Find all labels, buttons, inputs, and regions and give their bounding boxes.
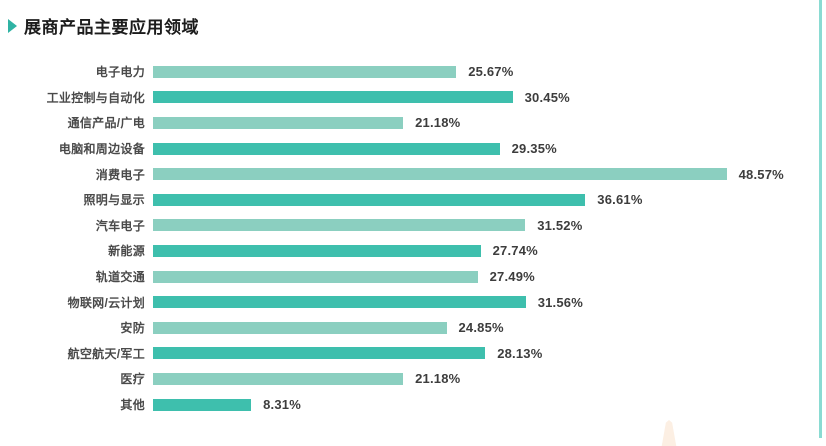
value-label: 31.56% [537, 294, 583, 310]
bar [153, 168, 727, 181]
value-label: 27.49% [489, 269, 535, 285]
value-label: 8.31% [263, 397, 301, 413]
value-label: 25.67% [468, 64, 514, 80]
category-label: 物联网/云计划 [67, 295, 145, 310]
tower-watermark-icon [661, 420, 677, 446]
section-title: 展商产品主要应用领域 [24, 18, 199, 37]
bar [153, 193, 586, 206]
bar [153, 372, 404, 385]
bar [153, 244, 481, 257]
chart-row: 安防 24.85% [0, 315, 800, 341]
category-label: 安防 [120, 321, 145, 336]
category-label: 医疗 [120, 372, 145, 387]
category-label: 消费电子 [95, 167, 145, 182]
bar-track: 28.13% [153, 346, 800, 361]
bar-track: 24.85% [153, 320, 800, 335]
value-label: 21.18% [415, 115, 461, 131]
bar [153, 65, 457, 78]
bar [153, 296, 526, 309]
bar-track: 29.35% [153, 141, 800, 156]
bar-track: 48.57% [153, 167, 800, 182]
application-areas-bar-chart: 电子电力 25.67% 工业控制与自动化 30.45% 通信产品/广电 21.18% 电脑和… [0, 59, 800, 417]
category-label: 电子电力 [95, 65, 145, 80]
bar-track: 31.52% [153, 218, 800, 233]
value-label: 36.61% [597, 192, 643, 208]
bar-track: 21.18% [153, 115, 800, 130]
category-label: 照明与显示 [83, 193, 145, 208]
chart-row: 电子电力 25.67% [0, 59, 800, 85]
category-label: 通信产品/广电 [67, 116, 145, 131]
bar-track: 8.31% [153, 397, 800, 412]
page-right-border [819, 0, 822, 438]
bar [153, 398, 252, 411]
category-label: 电脑和周边设备 [58, 142, 145, 157]
bar-track: 27.49% [153, 269, 800, 284]
chart-row: 照明与显示 36.61% [0, 187, 800, 213]
bar-track: 27.74% [153, 243, 800, 258]
chart-row: 轨道交通 27.49% [0, 264, 800, 290]
category-label: 其他 [120, 398, 145, 413]
chart-row: 航空航天/军工 28.13% [0, 341, 800, 367]
chart-row: 汽车电子 31.52% [0, 213, 800, 239]
bar [153, 91, 513, 104]
chart-row: 工业控制与自动化 30.45% [0, 85, 800, 111]
bar-track: 36.61% [153, 192, 800, 207]
category-label: 轨道交通 [95, 270, 145, 285]
chart-row: 消费电子 48.57% [0, 161, 800, 187]
bar [153, 142, 500, 155]
bar-track: 31.56% [153, 295, 800, 310]
chart-row: 新能源 27.74% [0, 238, 800, 264]
bar [153, 116, 404, 129]
chart-row: 物联网/云计划 31.56% [0, 289, 800, 315]
category-label: 新能源 [108, 244, 145, 259]
category-label: 工业控制与自动化 [46, 90, 145, 105]
value-label: 48.57% [738, 166, 784, 182]
value-label: 24.85% [458, 320, 504, 336]
section-marker-triangle-icon [8, 18, 17, 33]
bar [153, 321, 447, 334]
chart-row: 医疗 21.18% [0, 366, 800, 392]
value-label: 21.18% [415, 371, 461, 387]
bar [153, 270, 478, 283]
value-label: 30.45% [524, 89, 570, 105]
category-label: 航空航天/军工 [67, 346, 145, 361]
bar [153, 347, 486, 360]
chart-row: 其他 8.31% [0, 392, 800, 418]
value-label: 27.74% [492, 243, 538, 259]
bar-track: 25.67% [153, 64, 800, 79]
value-label: 28.13% [497, 345, 543, 361]
chart-row: 通信产品/广电 21.18% [0, 110, 800, 136]
chart-row: 电脑和周边设备 29.35% [0, 136, 800, 162]
value-label: 29.35% [511, 141, 557, 157]
category-label: 汽车电子 [95, 218, 145, 233]
bar-track: 30.45% [153, 90, 800, 105]
bar-track: 21.18% [153, 371, 800, 386]
bar [153, 219, 526, 232]
section-header: 展商产品主要应用领域 [8, 13, 199, 38]
value-label: 31.52% [537, 217, 583, 233]
